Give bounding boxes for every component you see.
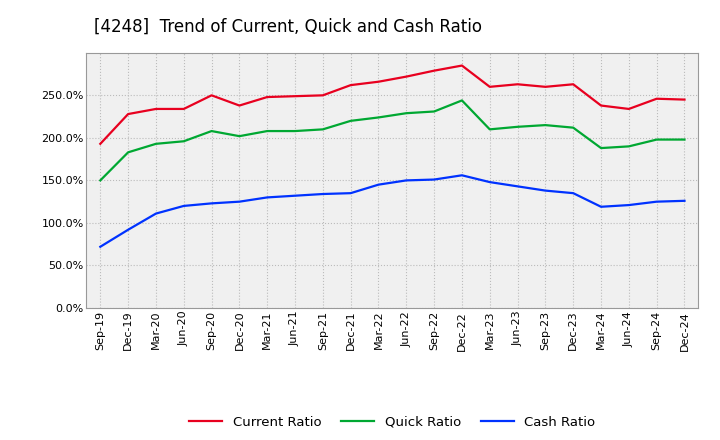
Cash Ratio xyxy=(179,203,188,209)
Current Ratio xyxy=(597,103,606,108)
Quick Ratio xyxy=(513,124,522,129)
Cash Ratio xyxy=(513,184,522,189)
Quick Ratio xyxy=(124,150,132,155)
Current Ratio xyxy=(96,141,104,147)
Cash Ratio xyxy=(374,182,383,187)
Quick Ratio xyxy=(597,146,606,151)
Current Ratio xyxy=(569,82,577,87)
Line: Quick Ratio: Quick Ratio xyxy=(100,100,685,180)
Current Ratio xyxy=(485,84,494,89)
Cash Ratio xyxy=(291,193,300,198)
Current Ratio xyxy=(541,84,550,89)
Cash Ratio xyxy=(430,177,438,182)
Current Ratio xyxy=(652,96,661,101)
Cash Ratio xyxy=(96,244,104,249)
Cash Ratio xyxy=(485,180,494,185)
Quick Ratio xyxy=(624,144,633,149)
Quick Ratio xyxy=(569,125,577,130)
Quick Ratio xyxy=(680,137,689,142)
Current Ratio xyxy=(430,68,438,73)
Quick Ratio xyxy=(652,137,661,142)
Current Ratio xyxy=(291,94,300,99)
Quick Ratio xyxy=(152,141,161,147)
Quick Ratio xyxy=(402,110,410,116)
Current Ratio xyxy=(179,106,188,112)
Quick Ratio xyxy=(541,122,550,128)
Cash Ratio xyxy=(569,191,577,196)
Quick Ratio xyxy=(458,98,467,103)
Quick Ratio xyxy=(207,128,216,134)
Current Ratio xyxy=(374,79,383,84)
Current Ratio xyxy=(207,93,216,98)
Legend: Current Ratio, Quick Ratio, Cash Ratio: Current Ratio, Quick Ratio, Cash Ratio xyxy=(184,411,600,434)
Current Ratio xyxy=(513,82,522,87)
Current Ratio xyxy=(680,97,689,102)
Current Ratio xyxy=(263,95,271,100)
Text: [4248]  Trend of Current, Quick and Cash Ratio: [4248] Trend of Current, Quick and Cash … xyxy=(94,18,482,36)
Cash Ratio xyxy=(346,191,355,196)
Line: Current Ratio: Current Ratio xyxy=(100,66,685,144)
Cash Ratio xyxy=(541,188,550,193)
Quick Ratio xyxy=(235,133,243,139)
Quick Ratio xyxy=(430,109,438,114)
Cash Ratio xyxy=(624,202,633,208)
Current Ratio xyxy=(346,82,355,88)
Cash Ratio xyxy=(124,227,132,232)
Current Ratio xyxy=(235,103,243,108)
Current Ratio xyxy=(402,74,410,79)
Quick Ratio xyxy=(291,128,300,134)
Cash Ratio xyxy=(652,199,661,204)
Current Ratio xyxy=(124,111,132,117)
Current Ratio xyxy=(458,63,467,68)
Quick Ratio xyxy=(346,118,355,124)
Cash Ratio xyxy=(152,211,161,216)
Cash Ratio xyxy=(235,199,243,204)
Quick Ratio xyxy=(179,139,188,144)
Cash Ratio xyxy=(402,178,410,183)
Current Ratio xyxy=(624,106,633,112)
Quick Ratio xyxy=(263,128,271,134)
Line: Cash Ratio: Cash Ratio xyxy=(100,175,685,247)
Cash Ratio xyxy=(597,204,606,209)
Quick Ratio xyxy=(318,127,327,132)
Quick Ratio xyxy=(485,127,494,132)
Quick Ratio xyxy=(96,178,104,183)
Cash Ratio xyxy=(680,198,689,203)
Cash Ratio xyxy=(207,201,216,206)
Current Ratio xyxy=(152,106,161,112)
Quick Ratio xyxy=(374,115,383,120)
Current Ratio xyxy=(318,93,327,98)
Cash Ratio xyxy=(458,172,467,178)
Cash Ratio xyxy=(318,191,327,197)
Cash Ratio xyxy=(263,195,271,200)
